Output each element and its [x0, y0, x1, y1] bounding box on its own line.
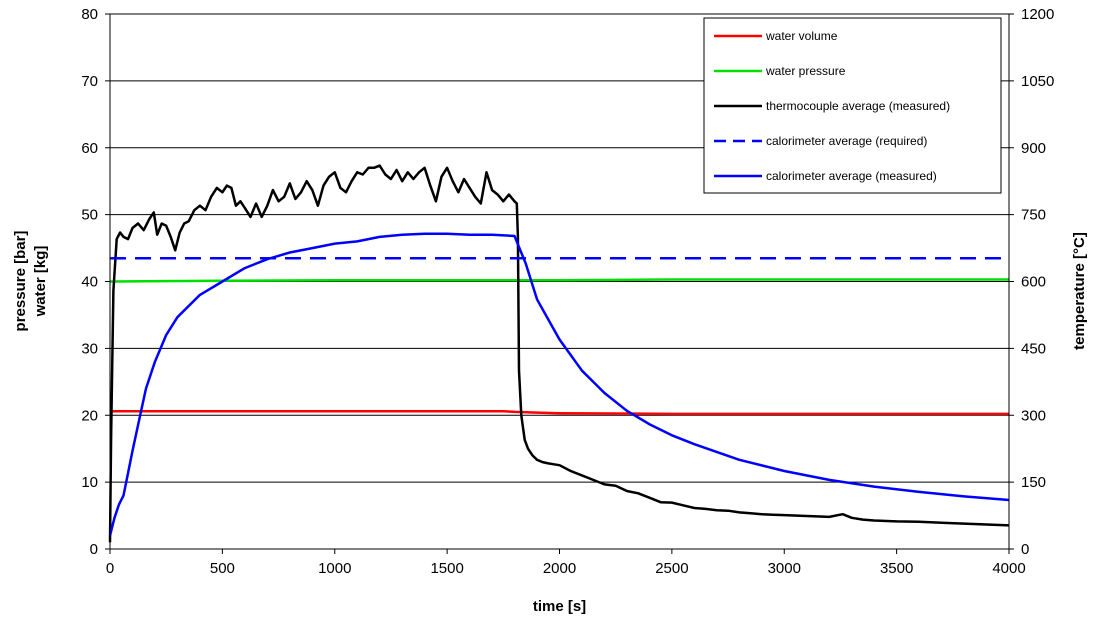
y-right-tick-label: 300 — [1021, 407, 1046, 424]
y-left-axis-ticks: 0 10 20 30 40 50 60 70 80 — [81, 6, 110, 558]
y-right-tick-label: 450 — [1021, 340, 1046, 357]
x-tick-label: 0 — [106, 560, 114, 577]
y-left-tick-label: 60 — [81, 140, 98, 157]
y-right-tick-label: 1050 — [1021, 73, 1054, 90]
legend-label: thermocouple average (measured) — [766, 99, 950, 113]
y-left-tick-label: 50 — [81, 207, 98, 224]
x-tick-label: 3500 — [880, 560, 913, 577]
x-tick-label: 2500 — [655, 560, 688, 577]
series-line-thermocouple-average-measured — [108, 164, 1010, 543]
y-right-tick-label: 0 — [1021, 541, 1029, 558]
y-right-tick-label: 900 — [1021, 140, 1046, 157]
x-tick-label: 500 — [210, 560, 235, 577]
y-left-tick-label: 30 — [81, 340, 98, 357]
y-right-tick-label: 1200 — [1021, 6, 1054, 23]
plot-frame — [109, 13, 1010, 550]
y-right-tick-label: 150 — [1021, 474, 1046, 491]
legend-items: water volume water pressure thermocouple a… — [714, 29, 950, 183]
series-line-water-pressure — [110, 278, 1009, 283]
y-left-tick-label: 0 — [90, 541, 98, 558]
x-tick-label: 4000 — [992, 560, 1025, 577]
series-line-water-volume — [110, 409, 1009, 416]
y-left-tick-label: 20 — [81, 407, 98, 424]
y-left-axis-label-line-2: water [kg] — [32, 246, 49, 318]
y-right-axis-label: temperature [°C] — [1071, 232, 1088, 350]
x-tick-label: 1000 — [318, 560, 351, 577]
y-left-tick-label: 40 — [81, 274, 98, 291]
legend-label: water volume — [765, 29, 838, 43]
legend-label: calorimeter average (measured) — [766, 169, 937, 183]
y-right-axis-ticks: 0 150 300 450 600 750 900 1050 1200 — [1009, 6, 1054, 558]
legend: water volume water pressure thermocouple a… — [703, 17, 1002, 194]
series-group — [108, 164, 1010, 543]
x-tick-label: 2000 — [543, 560, 576, 577]
y-left-tick-label: 80 — [81, 6, 98, 23]
y-right-tick-label: 750 — [1021, 207, 1046, 224]
y-right-tick-label: 600 — [1021, 274, 1046, 291]
legend-label: calorimeter average (required) — [766, 134, 927, 148]
x-axis-label: time [s] — [533, 598, 586, 615]
legend-label: water pressure — [765, 64, 846, 78]
y-left-tick-label: 70 — [81, 73, 98, 90]
x-tick-label: 1500 — [430, 560, 463, 577]
y-left-axis-label-line-1: pressure [bar] — [12, 231, 29, 332]
y-left-tick-label: 10 — [81, 474, 98, 491]
series-line-calorimeter-average-measured — [108, 232, 1010, 536]
x-axis-ticks: 0 500 1000 1500 2000 2500 3000 3500 4000 — [106, 549, 1026, 577]
x-tick-label: 3000 — [768, 560, 801, 577]
